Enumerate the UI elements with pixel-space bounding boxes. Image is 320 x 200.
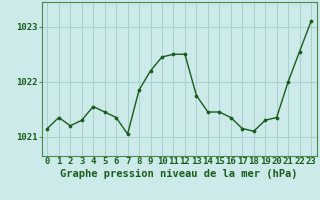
X-axis label: Graphe pression niveau de la mer (hPa): Graphe pression niveau de la mer (hPa)	[60, 169, 298, 179]
